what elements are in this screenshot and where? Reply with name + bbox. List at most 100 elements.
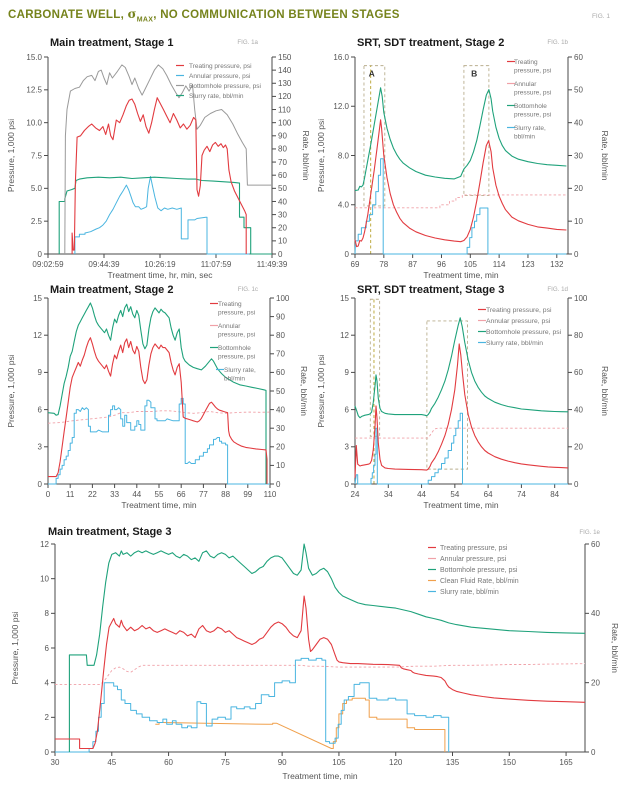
y-right-tick-label: 20 (574, 184, 583, 193)
y-left-axis-title: Pressure, 1,000 psi (316, 354, 326, 427)
y-left-tick-label: 8.0 (338, 151, 350, 160)
annotation-box-A (363, 65, 386, 207)
y-right-tick-label: 40 (276, 405, 285, 414)
y-right-tick-label: 130 (278, 79, 292, 88)
y-right-tick-label: 20 (276, 443, 285, 452)
x-tick-label: 45 (107, 758, 116, 767)
y-right-tick-label: 40 (591, 609, 600, 618)
y-right-tick-label: 40 (278, 197, 287, 206)
y-left-tick-label: 0 (45, 748, 50, 757)
x-tick-label: 10:26:19 (144, 260, 176, 269)
series-treating-pressure (71, 97, 247, 254)
y-left-tick-label: 4.0 (338, 201, 350, 210)
y-right-tick-label: 60 (278, 171, 287, 180)
y-right-tick-label: 110 (278, 105, 291, 114)
x-tick-label: 110 (264, 490, 277, 499)
chart-fig-1a: Main treatment, Stage 1 FIG. 1a 09:02:59 09… (0, 30, 311, 287)
y-right-tick-label: 10 (574, 217, 583, 226)
x-tick-label: 11:07:59 (201, 260, 232, 269)
y-left-tick-label: 6 (345, 405, 350, 414)
page-header: CARBONATE WELL, σMAX, NO COMMUNICATION B… (0, 0, 620, 30)
legend: Treating pressure, psi Annular pressure, … (478, 307, 562, 347)
fig-sublabel: FIG. 1b (547, 39, 568, 46)
y-right-tick-label: 0 (591, 748, 596, 757)
legend-entry-label: pressure, psi (514, 90, 551, 97)
legend-entry-label: bbl/min (514, 134, 535, 141)
y-left-tick-label: 2.5 (31, 217, 43, 226)
annotation-box (369, 298, 381, 437)
x-tick-label: 11:49:39 (257, 260, 288, 269)
y-right-tick-label: 150 (278, 53, 292, 62)
y-right-tick-label: 30 (278, 210, 287, 219)
series-slurry-rate (354, 412, 568, 485)
x-axis-title: Treatment time, hr, min, sec (107, 270, 213, 280)
y-right-tick-label: 80 (276, 331, 285, 340)
y-right-tick-label: 100 (574, 294, 588, 303)
annotation-label: A (369, 69, 375, 79)
series-bottomhole-pressure (354, 317, 569, 419)
x-tick-label: 09:02:59 (32, 260, 64, 269)
legend-entry-label: Bottomhole pressure, psi (189, 83, 261, 90)
series-group (47, 302, 271, 485)
y-right-tick-label: 20 (574, 443, 583, 452)
y-right-tick-label: 90 (276, 312, 285, 321)
y-left-tick-label: 0 (345, 480, 350, 489)
y-left-tick-label: 12 (33, 331, 42, 340)
y-left-tick-label: 6 (45, 644, 50, 653)
y-right-tick-label: 0 (574, 250, 579, 259)
legend-entry-label: Treating (514, 59, 538, 66)
y-left-axis-title: Pressure, 1,000 psi (316, 119, 326, 192)
y-left-tick-label: 12 (340, 331, 349, 340)
x-tick-label: 24 (351, 490, 360, 499)
legend-entry-label: Bottomhole (218, 345, 251, 352)
y-right-axis-title: Rate, bbl/min (299, 366, 309, 416)
y-left-tick-label: 6 (38, 405, 43, 414)
annotation-box (426, 320, 468, 470)
y-left-tick-label: 3 (38, 443, 43, 452)
legend: Treating pressure, psi Annular pressure, ps… (210, 301, 256, 383)
y-left-tick-label: 9 (38, 368, 43, 377)
legend-entry-label: Slurry rate, (224, 367, 256, 374)
series-clean-fluid-rate (155, 697, 446, 752)
x-tick-label: 74 (517, 490, 526, 499)
y-right-tick-label: 140 (278, 66, 292, 75)
y-axis-right: 0 10 20 30 40 50 60 70 80 90 100 110 120 130 140 150 Rat… (271, 53, 311, 259)
series-annular-pressure (355, 427, 568, 439)
y-right-tick-label: 20 (278, 224, 287, 233)
page-title: CARBONATE WELL, σMAX, NO COMMUNICATION B… (8, 7, 400, 23)
x-tick-label: 99 (243, 490, 252, 499)
y-right-tick-label: 70 (278, 158, 287, 167)
y-right-axis-title: Rate, bbl/min (301, 130, 310, 180)
legend: Treating pressure, psi Annular pressure, ps… (507, 59, 551, 141)
y-right-tick-label: 0 (574, 480, 579, 489)
legend-entry-label: Annular (218, 323, 241, 330)
sigma-subscript: MAX (136, 16, 154, 24)
x-axis-title: Treatment time, min (121, 500, 197, 510)
y-left-tick-label: 15 (33, 294, 42, 303)
series-annular-pressure (47, 410, 271, 424)
chart-title: Main treatment, Stage 3 (48, 526, 171, 538)
annotation-label: B (471, 69, 477, 79)
legend-entry-label: Bottomhole pressure, psi (486, 329, 562, 336)
legend-entry-label: Bottomhole pressure, psi (440, 567, 518, 574)
y-axis-right: 0 20 40 60 Rate, bbl/min (584, 540, 620, 757)
series-group (354, 87, 567, 255)
y-left-tick-label: 15 (340, 294, 349, 303)
series-treating-pressure (354, 119, 567, 248)
series-slurry-rate (354, 158, 567, 255)
legend-entry-label: Slurry rate, bbl/min (486, 340, 543, 347)
x-tick-label: 88 (221, 490, 230, 499)
x-tick-label: 11 (66, 490, 75, 499)
y-right-tick-label: 20 (591, 678, 600, 687)
x-tick-label: 77 (199, 490, 208, 499)
y-right-tick-label: 10 (278, 237, 287, 246)
legend-entry-label: bbl/min (224, 376, 245, 383)
series-slurry-rate (55, 657, 450, 753)
y-left-tick-label: 15.0 (26, 53, 42, 62)
y-right-tick-label: 50 (276, 387, 285, 396)
chart-fig-1d: SRT, SDT treatment, Stage 3 FIG. 1d 24 34 44… (310, 282, 620, 519)
y-right-axis-title: Rate, bbl/min (610, 623, 620, 673)
fig-sublabel: FIG. 1a (237, 39, 258, 46)
